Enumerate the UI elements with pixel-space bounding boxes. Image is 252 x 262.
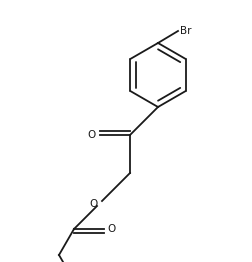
Text: O: O [90, 199, 98, 209]
Text: O: O [108, 224, 116, 234]
Text: Br: Br [180, 26, 192, 36]
Text: O: O [88, 130, 96, 140]
